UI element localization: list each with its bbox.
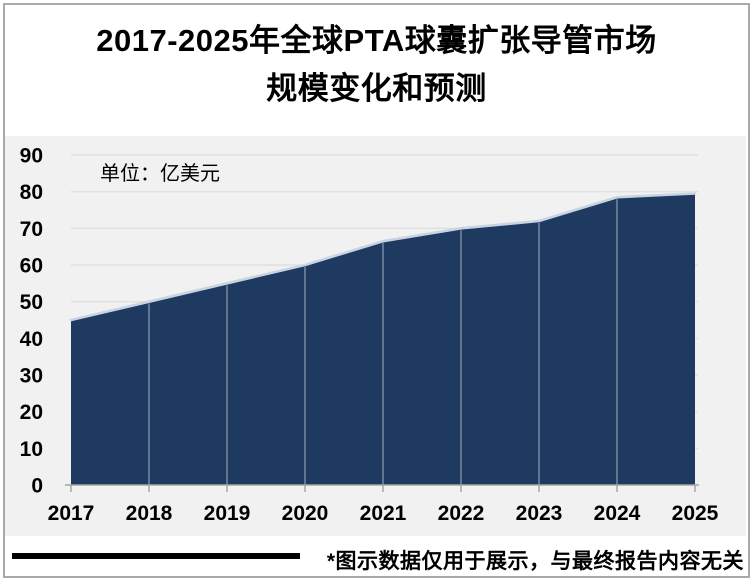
y-axis-tick-label: 0: [31, 475, 43, 498]
x-axis-tick-label: 2022: [438, 502, 485, 525]
market-size-area-chart: 0 10 20 30 40 50 60 70 80 90 2017 2018 2019 2020 2021 2…: [20, 144, 719, 525]
footer-disclaimer: *图示数据仅用于展示，与最终报告内容无关: [326, 550, 744, 573]
x-axis-tick-label: 2019: [204, 502, 251, 525]
footer-divider-line: [12, 553, 300, 559]
chart-title-line1: 2017-2025年全球PTA球囊扩张导管市场: [96, 23, 657, 58]
chart-section: 0 10 20 30 40 50 60 70 80 90 2017 2018 2019 2020 2021 2…: [5, 136, 746, 536]
x-axis-tick-label: 2023: [516, 502, 563, 525]
y-axis-tick-label: 70: [20, 218, 43, 241]
area-top-edge: [69, 192, 697, 322]
y-axis-tick-label: 30: [20, 364, 43, 387]
page-frame: 2017-2025年全球PTA球囊扩张导管市场 规模变化和预测 0 10 20 30 4…: [3, 3, 750, 578]
x-axis-tick-label: 2020: [282, 502, 329, 525]
y-axis-tick-label: 90: [20, 144, 43, 167]
y-axis-tick-label: 50: [20, 291, 43, 314]
x-axis-tick-label: 2025: [672, 502, 719, 525]
chart-title-line2: 规模变化和预测: [266, 71, 487, 106]
x-axis-tick-label: 2024: [594, 502, 641, 525]
chart-title: 2017-2025年全球PTA球囊扩张导管市场 规模变化和预测: [5, 17, 748, 113]
x-axis-tick-label: 2021: [360, 502, 407, 525]
x-axis-tick-label: 2017: [48, 502, 95, 525]
y-axis-tick-label: 80: [20, 181, 43, 204]
y-axis-tick-label: 40: [20, 328, 43, 351]
x-axis-tick-label: 2018: [126, 502, 173, 525]
y-axis-tick-label: 10: [20, 438, 43, 461]
y-axis-tick-label: 60: [20, 254, 43, 277]
unit-label: 单位：亿美元: [100, 162, 220, 185]
y-axis-tick-label: 20: [20, 401, 43, 424]
